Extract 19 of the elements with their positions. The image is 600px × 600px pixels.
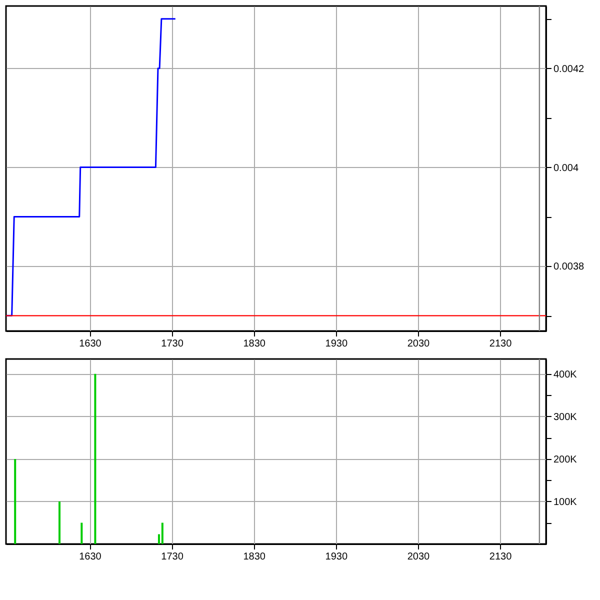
y-tick-label: 400K xyxy=(554,369,578,380)
y-tick-label: 100K xyxy=(554,496,578,508)
y-tick-label: 200K xyxy=(554,454,578,466)
y-tick-label: 0.0042 xyxy=(554,64,585,75)
x-tick-label: 1830 xyxy=(243,338,266,350)
x-tick-label: 1930 xyxy=(325,552,348,562)
y-tick-label: 0.004 xyxy=(554,162,579,174)
x-tick-label: 1930 xyxy=(325,338,348,350)
x-tick-label: 1730 xyxy=(161,338,184,350)
x-tick-label: 2130 xyxy=(489,338,512,350)
y-tick-label: 300K xyxy=(554,412,578,423)
x-tick-label: 2030 xyxy=(407,552,430,562)
x-tick-label: 1730 xyxy=(161,552,184,562)
x-tick-label: 1630 xyxy=(79,552,102,562)
x-tick-label: 1830 xyxy=(243,552,266,562)
x-tick-label: 2130 xyxy=(489,552,512,562)
y-tick-label: 0.0038 xyxy=(554,262,585,273)
x-tick-label: 2030 xyxy=(407,338,430,350)
x-tick-label: 1630 xyxy=(79,338,102,350)
